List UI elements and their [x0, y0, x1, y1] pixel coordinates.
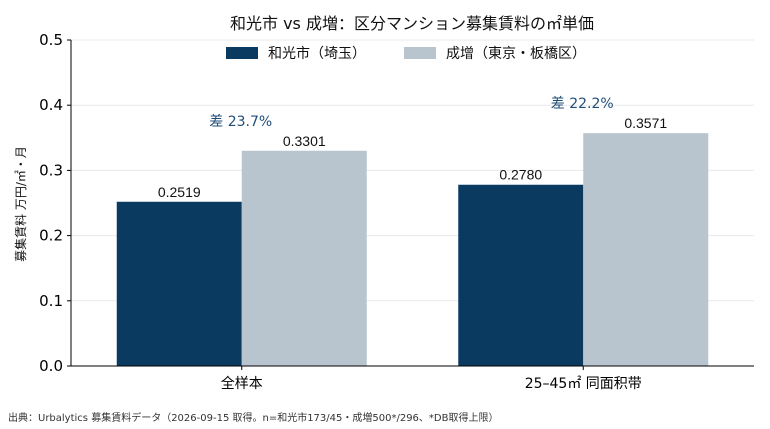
y-tick-label: 0.1	[39, 292, 63, 310]
bars: 0.2519 0.3301 差 23.7% 0.2780 0.3571 差 22.2%	[116, 96, 709, 366]
bar-value-label: 0.2519	[158, 184, 201, 200]
y-tick-label: 0.5	[39, 31, 63, 49]
bar-value-label: 0.3571	[624, 115, 667, 131]
source-note: 出典：Urbalytics 募集賃料データ（2026-09-15 取得。n=和光…	[8, 411, 498, 424]
bar	[458, 184, 584, 366]
legend-label-wako: 和光市（埼玉）	[268, 45, 366, 62]
legend-label-narimasu: 成增（東京・板橋区）	[446, 46, 586, 62]
legend-swatch-wako	[226, 47, 258, 59]
legend: 和光市（埼玉） 成增（東京・板橋区）	[226, 45, 586, 62]
difference-annotation: 差 22.2%	[551, 96, 614, 112]
y-axis-ticks: 0.0 0.1 0.2 0.3 0.4 0.5	[39, 31, 71, 375]
y-tick-label: 0.2	[39, 227, 63, 245]
bar-value-label: 0.3301	[283, 133, 326, 149]
x-axis-labels: 全样本 25–45㎡ 同面积带	[221, 366, 642, 392]
y-tick-label: 0.0	[39, 357, 63, 375]
y-axis-label: 募集賃料 万円/㎡・月	[13, 146, 28, 262]
x-category-label: 全样本	[221, 375, 263, 392]
y-tick-label: 0.3	[39, 161, 63, 179]
bar	[241, 150, 367, 366]
chart-title: 和光市 vs 成増：区分マンション募集賃料の㎡単価	[230, 14, 594, 33]
bar	[583, 133, 709, 366]
bar	[116, 201, 242, 366]
legend-swatch-narimasu	[404, 47, 436, 59]
y-tick-label: 0.4	[39, 96, 63, 114]
difference-annotation: 差 23.7%	[209, 114, 272, 130]
bar-value-label: 0.2780	[499, 167, 542, 183]
x-category-label: 25–45㎡ 同面积带	[525, 376, 642, 392]
